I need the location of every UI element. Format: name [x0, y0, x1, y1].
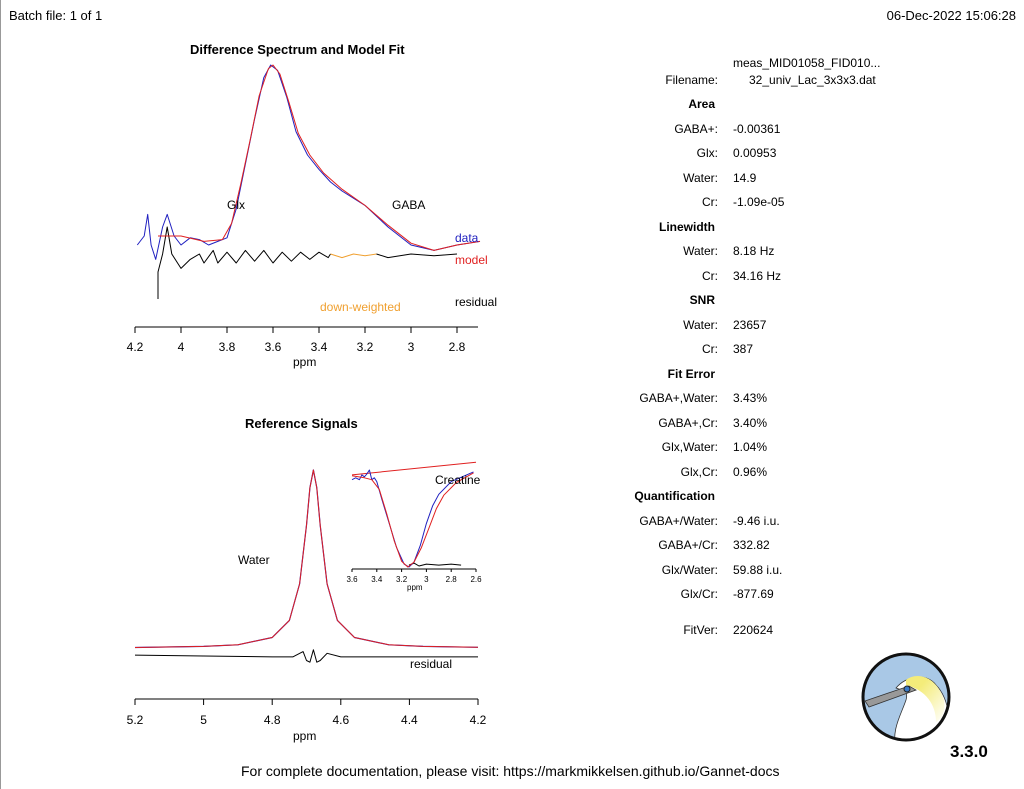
- ref-residual-label: residual: [410, 657, 453, 671]
- result-value: 8.18 Hz: [733, 244, 775, 258]
- result-label: GABA+,Water:: [639, 391, 718, 405]
- diff-title: Difference Spectrum and Model Fit: [190, 42, 405, 57]
- result-label: Water:: [683, 317, 718, 332]
- result-value: 34.16 Hz: [733, 268, 782, 283]
- result-value: 0.00953: [733, 146, 777, 160]
- x-tick-label: 2.8: [446, 575, 458, 584]
- x-tick-label: 3.6: [265, 340, 282, 354]
- x-tick-label: 3.6: [346, 575, 358, 584]
- filename-line2: 32_univ_Lac_3x3x3.dat: [749, 73, 876, 87]
- x-tick-label: 4.4: [401, 713, 418, 727]
- datetime: 06-Dec-2022 15:06:28: [886, 8, 1016, 23]
- result-label: GABA+,Cr:: [658, 415, 718, 430]
- result-value: -877.69: [733, 587, 774, 601]
- water-model-line: [134, 469, 479, 648]
- footer-text: For complete documentation, please visit…: [241, 763, 780, 779]
- result-value: 0.96%: [733, 464, 768, 479]
- x-tick-label: 3.2: [396, 575, 408, 584]
- result-value: 14.9: [733, 170, 757, 185]
- inset-xlabel: ppm: [407, 583, 423, 592]
- section-title: Quantification: [634, 489, 715, 503]
- x-tick-label: 3.4: [371, 575, 383, 584]
- x-tick-label: 4: [178, 340, 185, 354]
- downweighted-legend: down-weighted: [320, 300, 401, 314]
- result-value: -0.00361: [733, 121, 781, 136]
- data-line: [136, 64, 481, 260]
- result-label: GABA+/Cr:: [658, 538, 718, 552]
- result-label: Glx/Water:: [661, 562, 718, 577]
- x-tick-label: 3: [408, 340, 415, 354]
- water-label: Water: [238, 553, 270, 567]
- result-label: Cr:: [702, 342, 718, 356]
- residual-line: [376, 253, 458, 259]
- x-tick-label: 3.2: [357, 340, 374, 354]
- x-tick-label: 2.6: [470, 575, 482, 584]
- result-value: 3.40%: [733, 415, 768, 430]
- result-label: Cr:: [702, 268, 718, 283]
- result-label: Water:: [683, 244, 718, 258]
- section-title: Linewidth: [659, 219, 715, 234]
- section-title: SNR: [689, 293, 715, 307]
- residual-downweighted-line: [330, 253, 377, 259]
- x-tick-label: 2.8: [449, 340, 466, 354]
- glx-label: Glx: [227, 198, 245, 212]
- result-label: GABA+:: [674, 121, 718, 136]
- x-tick-label: 3: [424, 575, 429, 584]
- x-tick-label: 3.8: [219, 340, 236, 354]
- ref-title: Reference Signals: [245, 416, 358, 431]
- creatine-baseline-line: [351, 461, 477, 476]
- result-value: 332.82: [733, 538, 770, 552]
- residual-legend: residual: [455, 295, 498, 309]
- creatine-label: Creatine: [435, 473, 481, 487]
- result-label: Glx,Water:: [661, 440, 718, 454]
- fitver-label: FitVer:: [683, 623, 718, 637]
- result-value: -9.46 i.u.: [733, 513, 780, 528]
- result-label: Cr:: [702, 195, 718, 209]
- result-value: 23657: [733, 317, 767, 332]
- result-label: Glx/Cr:: [680, 587, 718, 601]
- filename-line1: meas_MID01058_FID010...: [733, 56, 881, 70]
- result-value: 1.04%: [733, 440, 768, 454]
- data-legend: data: [455, 231, 479, 245]
- model-line: [158, 64, 481, 251]
- residual-line: [134, 649, 478, 663]
- ref-xlabel: ppm: [293, 729, 317, 743]
- x-tick-label: 5.2: [127, 713, 144, 727]
- result-value: 59.88 i.u.: [733, 562, 783, 577]
- result-label: Water:: [683, 170, 718, 185]
- result-value: -1.09e-05: [733, 195, 785, 209]
- result-label: GABA+/Water:: [639, 513, 718, 528]
- creatine-model-line: [351, 472, 474, 568]
- x-tick-label: 4.6: [332, 713, 349, 727]
- result-value: 3.43%: [733, 391, 768, 405]
- x-tick-label: 5: [200, 713, 207, 727]
- x-tick-label: 4.8: [264, 713, 281, 727]
- section-title: Area: [688, 97, 715, 111]
- residual-line: [408, 562, 462, 567]
- model-legend: model: [455, 253, 488, 267]
- residual-line: [157, 226, 331, 299]
- water-data-line: [134, 469, 479, 649]
- x-tick-label: 4.2: [127, 340, 144, 354]
- x-tick-label: 4.2: [470, 713, 487, 727]
- gaba-label: GABA: [392, 198, 426, 212]
- version-label: 3.3.0: [950, 742, 988, 761]
- result-value: 387: [733, 342, 754, 356]
- batch-label: Batch file: 1 of 1: [9, 8, 103, 23]
- x-tick-label: 3.4: [311, 340, 328, 354]
- filename-label: Filename:: [665, 73, 718, 87]
- fitver-value: 220624: [733, 623, 774, 637]
- result-label: Glx:: [696, 146, 718, 160]
- result-label: Glx,Cr:: [680, 464, 718, 479]
- section-title: Fit Error: [667, 366, 715, 381]
- diff-xlabel: ppm: [293, 355, 317, 369]
